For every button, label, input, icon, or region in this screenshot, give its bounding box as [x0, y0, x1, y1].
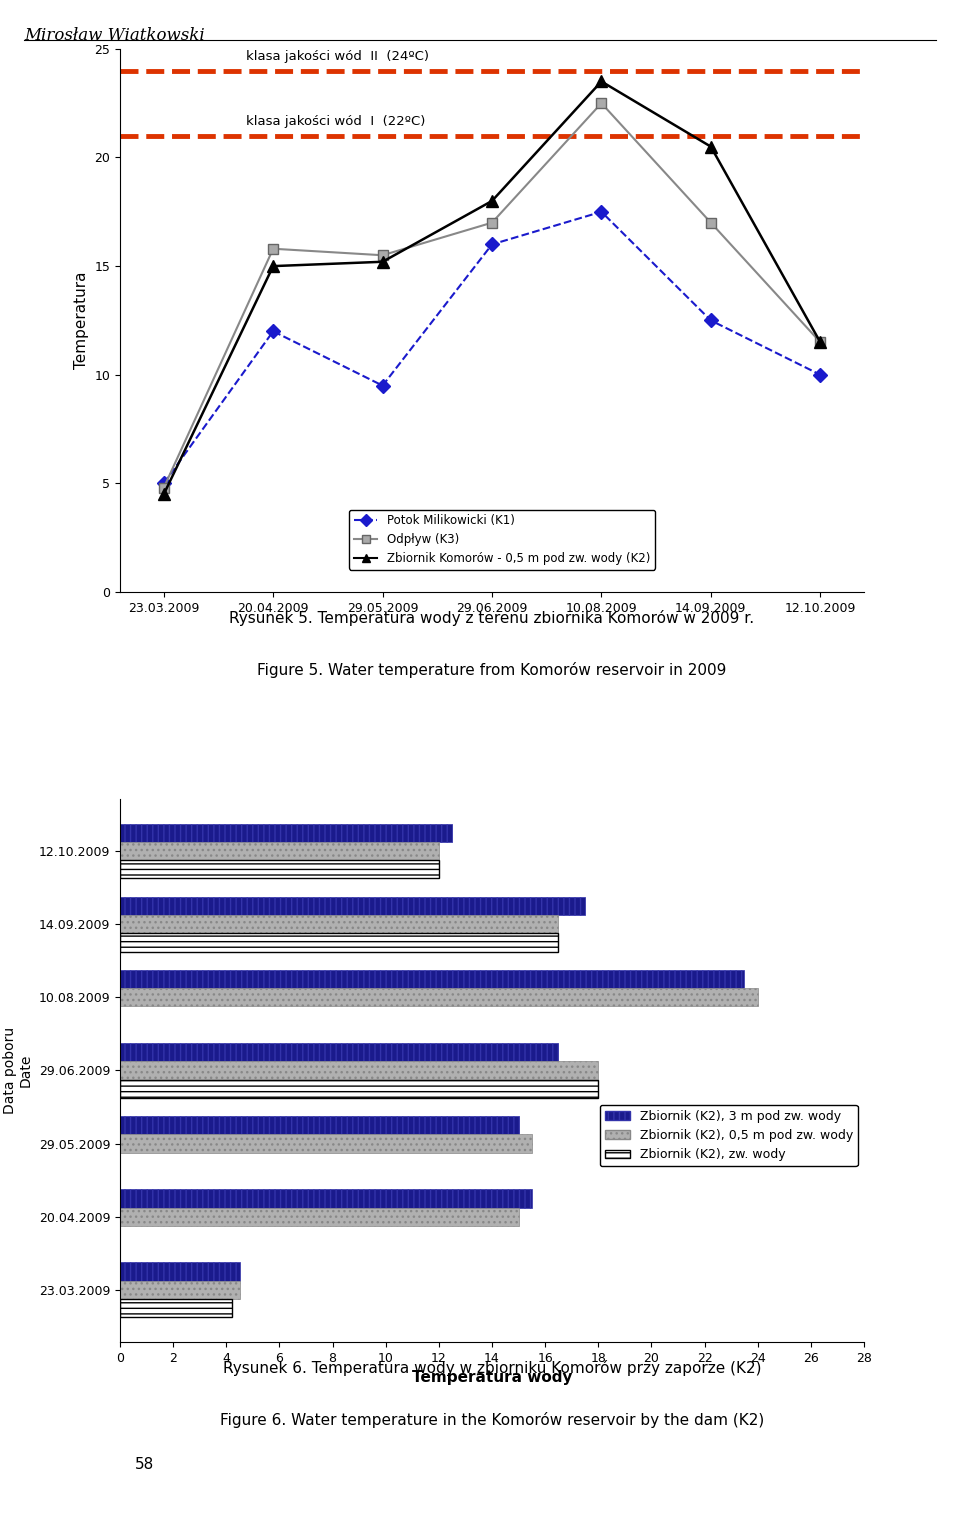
Text: 58: 58	[134, 1457, 155, 1472]
X-axis label: Temperatura wody: Temperatura wody	[412, 1370, 572, 1385]
Y-axis label: Data poboru
Date: Data poboru Date	[3, 1026, 33, 1115]
Bar	[120, 1080, 598, 1098]
Bar	[120, 896, 585, 915]
Text: Mirosław Wiatkowski: Mirosław Wiatkowski	[24, 27, 204, 44]
Bar	[120, 1135, 532, 1153]
Bar	[120, 1116, 518, 1135]
Bar	[120, 915, 559, 933]
Bar	[120, 1061, 598, 1080]
Bar	[120, 1299, 231, 1318]
Legend: Potok Milikowicki (K1), Odpływ (K3), Zbiornik Komorów - 0,5 m pod zw. wody (K2): Potok Milikowicki (K1), Odpływ (K3), Zbi…	[349, 510, 655, 570]
Bar	[120, 970, 744, 988]
Bar	[120, 988, 757, 1006]
Bar	[120, 823, 452, 841]
Bar	[120, 841, 439, 860]
Bar	[120, 1208, 518, 1226]
Bar	[120, 860, 439, 878]
Bar	[120, 1281, 240, 1299]
Text: Rysunek 5. Temperatura wody z terenu zbiornika Komorów w 2009 r.: Rysunek 5. Temperatura wody z terenu zbi…	[229, 609, 755, 626]
Text: klasa jakości wód  II  (24ºC): klasa jakości wód II (24ºC)	[247, 50, 429, 63]
Bar	[120, 933, 559, 951]
Legend: Zbiornik (K2), 3 m pod zw. wody, Zbiornik (K2), 0,5 m pod zw. wody, Zbiornik (K2: Zbiornik (K2), 3 m pod zw. wody, Zbiorni…	[599, 1106, 857, 1167]
Bar	[120, 1190, 532, 1208]
Bar	[120, 1263, 240, 1281]
Text: klasa jakości wód  I  (22ºC): klasa jakości wód I (22ºC)	[247, 115, 426, 128]
Text: Figure 6. Water temperature in the Komorów reservoir by the dam (K2): Figure 6. Water temperature in the Komor…	[220, 1411, 764, 1428]
Bar	[120, 1043, 559, 1061]
Text: Rysunek 6. Temperatura wody w zbiorniku Komorów przy zaporze (K2): Rysunek 6. Temperatura wody w zbiorniku …	[223, 1361, 761, 1376]
Text: Figure 5. Water temperature from Komorów reservoir in 2009: Figure 5. Water temperature from Komorów…	[257, 661, 727, 678]
Y-axis label: Temperatura: Temperatura	[74, 272, 89, 370]
